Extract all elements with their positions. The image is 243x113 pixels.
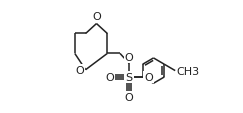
Text: O: O [125, 52, 133, 62]
Text: O: O [105, 72, 114, 82]
Text: CH3: CH3 [177, 66, 200, 76]
Text: O: O [144, 72, 153, 82]
Text: S: S [125, 72, 133, 82]
Text: O: O [75, 65, 84, 75]
Text: O: O [92, 12, 101, 22]
Text: O: O [125, 93, 133, 102]
